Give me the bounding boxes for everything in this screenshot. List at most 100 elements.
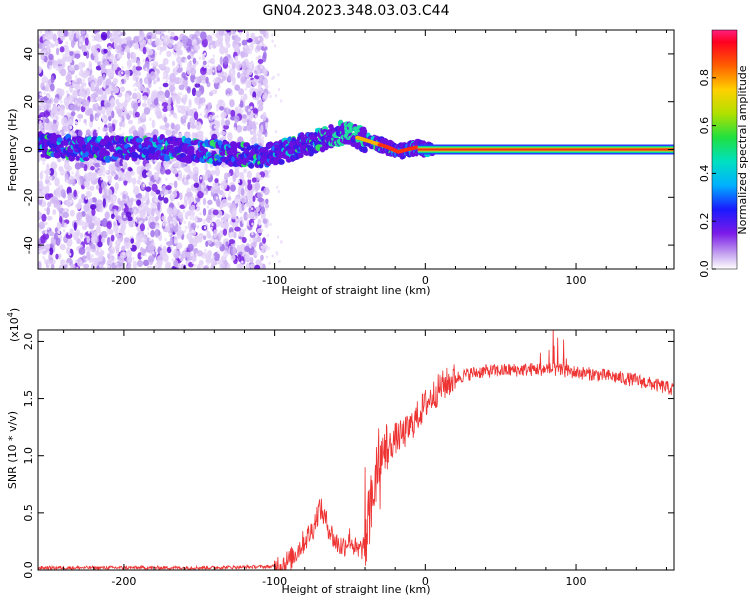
haze-dot	[203, 218, 207, 223]
noise-dot	[212, 182, 219, 190]
haze-dot	[199, 212, 202, 216]
noise-dot	[90, 243, 96, 250]
haze-dot	[93, 83, 96, 88]
noise-dot	[146, 48, 154, 56]
x-tick-label: 0	[422, 274, 429, 287]
noise-dot	[56, 189, 62, 198]
haze-dot	[92, 38, 95, 42]
haze-dot	[59, 100, 63, 104]
noise-dot	[99, 263, 104, 269]
noise-dot	[212, 209, 219, 216]
x-tick-label: -100	[262, 274, 287, 287]
noise-dot	[113, 57, 117, 67]
noise-dot	[110, 97, 115, 106]
haze-dot	[258, 222, 262, 226]
haze-dot	[108, 86, 111, 90]
noise-dot	[254, 264, 261, 269]
noise-dot	[154, 37, 161, 47]
haze-dot	[133, 241, 137, 246]
haze-dot	[161, 105, 164, 109]
noise-dot	[179, 204, 186, 210]
haze-dot	[153, 204, 157, 208]
noise-dot	[196, 263, 201, 269]
noise-dot	[75, 229, 81, 236]
noise-dot	[147, 35, 152, 40]
noise-dot	[102, 73, 106, 81]
haze-dot	[154, 198, 158, 203]
noise-dot	[252, 91, 257, 100]
track-dot	[108, 145, 115, 153]
noise-dot	[94, 30, 101, 33]
haze-dot	[154, 108, 157, 112]
noise-dot	[227, 196, 232, 201]
noise-dot	[172, 206, 177, 216]
haze-dot	[39, 92, 42, 96]
haze-dot	[102, 170, 106, 174]
haze-dot	[170, 182, 174, 186]
noise-dot	[173, 259, 179, 268]
haze-dot	[134, 88, 137, 92]
track-dot	[187, 145, 195, 153]
noise-dot	[256, 90, 262, 98]
haze-dot	[136, 91, 140, 96]
haze-dot	[66, 112, 69, 116]
track-dot	[185, 137, 192, 145]
haze-dot	[265, 255, 269, 259]
colorbar-tick-label: 0.0	[698, 260, 711, 278]
haze-dot	[118, 174, 121, 178]
noise-dot	[122, 193, 127, 200]
haze-dot	[110, 210, 113, 215]
noise-dot	[38, 260, 42, 269]
noise-dot	[217, 64, 222, 71]
haze-dot	[198, 56, 202, 60]
haze-dot	[277, 73, 280, 77]
noise-dot	[109, 32, 113, 38]
noise-dot	[204, 172, 208, 182]
haze-dot	[229, 214, 233, 218]
haze-dot	[145, 197, 148, 201]
haze-dot	[178, 171, 182, 175]
haze-dot	[182, 209, 186, 213]
noise-dot	[156, 111, 163, 120]
noise-dot	[219, 45, 226, 55]
haze-dot	[260, 65, 263, 69]
noise-dot	[264, 203, 270, 209]
noise-dot	[187, 220, 192, 230]
haze-dot	[206, 261, 210, 266]
haze-dot	[146, 172, 149, 176]
noise-dot	[50, 259, 56, 265]
noise-dot	[187, 122, 191, 130]
haze-dot	[185, 67, 189, 71]
haze-dot	[123, 214, 126, 219]
noise-dot	[80, 82, 87, 87]
haze-dot	[80, 38, 83, 42]
track-dot	[231, 156, 236, 163]
haze-dot	[170, 213, 174, 217]
haze-dot	[64, 208, 68, 212]
haze-dot	[44, 221, 47, 226]
haze-dot	[132, 256, 135, 261]
noise-dot	[103, 48, 108, 54]
haze-dot	[84, 87, 87, 91]
haze-dot	[142, 59, 145, 63]
haze-dot	[175, 116, 178, 120]
noise-dot	[85, 190, 92, 198]
noise-dot	[190, 222, 197, 230]
haze-dot	[185, 196, 188, 200]
noise-dot	[218, 30, 224, 37]
haze-dot	[122, 159, 126, 163]
haze-dot	[277, 87, 281, 92]
haze-dot	[59, 184, 63, 189]
noise-dot	[215, 167, 220, 177]
haze-dot	[40, 249, 44, 253]
haze-dot	[211, 116, 215, 120]
haze-dot	[269, 222, 272, 227]
haze-dot	[177, 92, 181, 96]
haze-dot	[132, 43, 135, 47]
noise-dot	[164, 169, 171, 175]
noise-dot	[38, 238, 41, 245]
haze-dot	[137, 215, 140, 219]
haze-dot	[240, 95, 244, 99]
noise-dot	[131, 52, 137, 60]
noise-dot	[223, 221, 230, 229]
